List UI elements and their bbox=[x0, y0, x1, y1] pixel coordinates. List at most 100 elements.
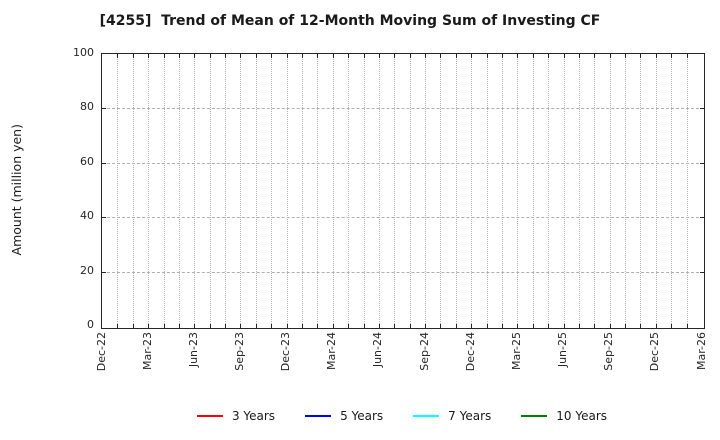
x-tick-label-text: Jun-25 bbox=[556, 332, 570, 368]
x-axis-tick-mark bbox=[240, 324, 242, 328]
x-axis-tick-mark bbox=[455, 324, 457, 328]
legend-label: 3 Years bbox=[231, 409, 276, 423]
legend-label: 10 Years bbox=[556, 409, 608, 423]
x-axis-tick-mark bbox=[394, 324, 396, 328]
x-axis-tick-mark bbox=[363, 324, 365, 328]
x-axis-tick-mark bbox=[302, 324, 303, 328]
y-axis-tick-mark bbox=[700, 162, 704, 164]
gridline-vertical bbox=[178, 54, 180, 328]
x-axis-tick-mark bbox=[163, 54, 165, 58]
gridline-vertical bbox=[471, 54, 473, 328]
x-axis-tick-mark bbox=[609, 324, 611, 328]
x-axis-tick-mark bbox=[209, 54, 211, 58]
x-axis-tick-mark bbox=[132, 324, 134, 328]
legend-item: 7 Years bbox=[413, 409, 491, 423]
x-axis-tick-mark bbox=[471, 324, 473, 328]
gridline-vertical bbox=[425, 54, 427, 328]
x-tick-label-text: Jun-23 bbox=[186, 332, 200, 368]
x-axis-tick-mark bbox=[194, 324, 196, 328]
gridline-vertical bbox=[132, 54, 134, 328]
x-axis-tick-mark bbox=[486, 324, 488, 328]
x-axis-tick-mark bbox=[378, 324, 380, 328]
gridline-vertical bbox=[532, 54, 534, 328]
legend-line-3-years bbox=[196, 414, 223, 418]
y-axis-tick-mark bbox=[102, 217, 106, 219]
x-axis-tick-mark bbox=[348, 54, 350, 58]
x-axis-tick-mark bbox=[686, 54, 688, 58]
x-axis-tick-mark bbox=[194, 54, 196, 58]
x-tick-label-text: Mar-25 bbox=[509, 332, 523, 371]
legend-item: 10 Years bbox=[521, 409, 607, 423]
gridline-vertical bbox=[409, 54, 411, 328]
gridline-vertical bbox=[271, 54, 273, 328]
x-axis-tick-mark bbox=[148, 324, 150, 328]
x-axis-tick-mark bbox=[225, 324, 227, 328]
x-tick-label-text: Dec-23 bbox=[279, 332, 293, 372]
x-axis-tick-mark bbox=[625, 324, 627, 328]
y-tick-label: 20 bbox=[80, 263, 94, 277]
gridline-vertical bbox=[332, 54, 334, 328]
x-axis-tick-mark bbox=[640, 324, 642, 328]
gridline-vertical bbox=[563, 54, 565, 328]
x-axis-tick-mark bbox=[563, 324, 565, 328]
x-axis-tick-mark bbox=[148, 54, 150, 58]
y-tick-label: 0 bbox=[87, 318, 94, 331]
x-tick-label: Mar-26 bbox=[692, 332, 710, 394]
y-tick-label: 100 bbox=[73, 46, 94, 59]
x-axis-tick-mark bbox=[271, 324, 273, 328]
x-axis-tick-mark bbox=[163, 324, 165, 328]
x-axis-tick-mark bbox=[594, 324, 596, 328]
legend: 3 Years 5 Years 7 Years 10 Years bbox=[101, 404, 703, 428]
gridline-vertical bbox=[394, 54, 396, 328]
x-tick-label-text: Dec-25 bbox=[648, 332, 662, 372]
y-axis-tick-mark bbox=[102, 271, 106, 273]
x-axis-tick-mark bbox=[409, 54, 411, 58]
x-axis-tick-mark bbox=[640, 54, 642, 58]
gridline-vertical bbox=[317, 54, 319, 328]
x-tick-label: Dec-24 bbox=[461, 332, 479, 394]
gridline-vertical bbox=[240, 54, 242, 328]
x-axis-tick-mark bbox=[625, 54, 627, 58]
x-axis-tick-mark bbox=[655, 54, 657, 58]
gridline-vertical bbox=[255, 54, 257, 328]
x-axis-tick-mark bbox=[455, 54, 457, 58]
x-axis-tick-mark bbox=[178, 324, 180, 328]
gridline-vertical bbox=[117, 54, 119, 328]
y-axis-tick-mark bbox=[700, 271, 704, 273]
y-axis-tick-mark bbox=[700, 217, 704, 219]
gridline-vertical bbox=[655, 54, 657, 328]
x-tick-label: Sep-24 bbox=[415, 332, 433, 394]
legend-line-7-years bbox=[413, 414, 440, 418]
x-axis-tick-mark bbox=[178, 54, 180, 58]
x-axis-tick-mark bbox=[517, 54, 519, 58]
x-axis-tick-mark bbox=[532, 54, 534, 58]
y-axis-tick-mark bbox=[102, 162, 106, 164]
y-axis-label-text: Amount (million yen) bbox=[8, 124, 24, 256]
gridline-vertical bbox=[378, 54, 380, 328]
x-axis-tick-mark bbox=[548, 324, 550, 328]
x-tick-label-text: Sep-24 bbox=[417, 332, 431, 371]
legend-label: 7 Years bbox=[448, 409, 492, 423]
x-tick-label-text: Dec-22 bbox=[94, 332, 108, 372]
gridline-vertical bbox=[640, 54, 642, 328]
x-axis-tick-mark bbox=[502, 324, 503, 328]
x-axis-tick-mark bbox=[486, 54, 488, 58]
x-tick-label: Dec-25 bbox=[646, 332, 664, 394]
x-axis-tick-mark bbox=[302, 54, 303, 58]
x-tick-label: Dec-23 bbox=[277, 332, 295, 394]
x-axis-tick-mark bbox=[332, 54, 334, 58]
x-tick-label-text: Dec-24 bbox=[463, 332, 477, 372]
gridline-vertical bbox=[517, 54, 519, 328]
x-axis-tick-mark bbox=[609, 54, 611, 58]
legend-label: 5 Years bbox=[340, 409, 384, 423]
x-axis-tick-mark bbox=[286, 324, 288, 328]
x-axis-tick-mark bbox=[440, 324, 442, 328]
gridline-vertical bbox=[440, 54, 442, 328]
gridline-vertical bbox=[486, 54, 488, 328]
x-axis-tick-mark bbox=[348, 324, 350, 328]
x-axis-tick-mark bbox=[317, 324, 319, 328]
x-axis-tick-mark bbox=[286, 54, 288, 58]
x-axis-tick-mark bbox=[425, 54, 427, 58]
x-axis-tick-mark bbox=[686, 324, 688, 328]
gridline-vertical bbox=[609, 54, 611, 328]
